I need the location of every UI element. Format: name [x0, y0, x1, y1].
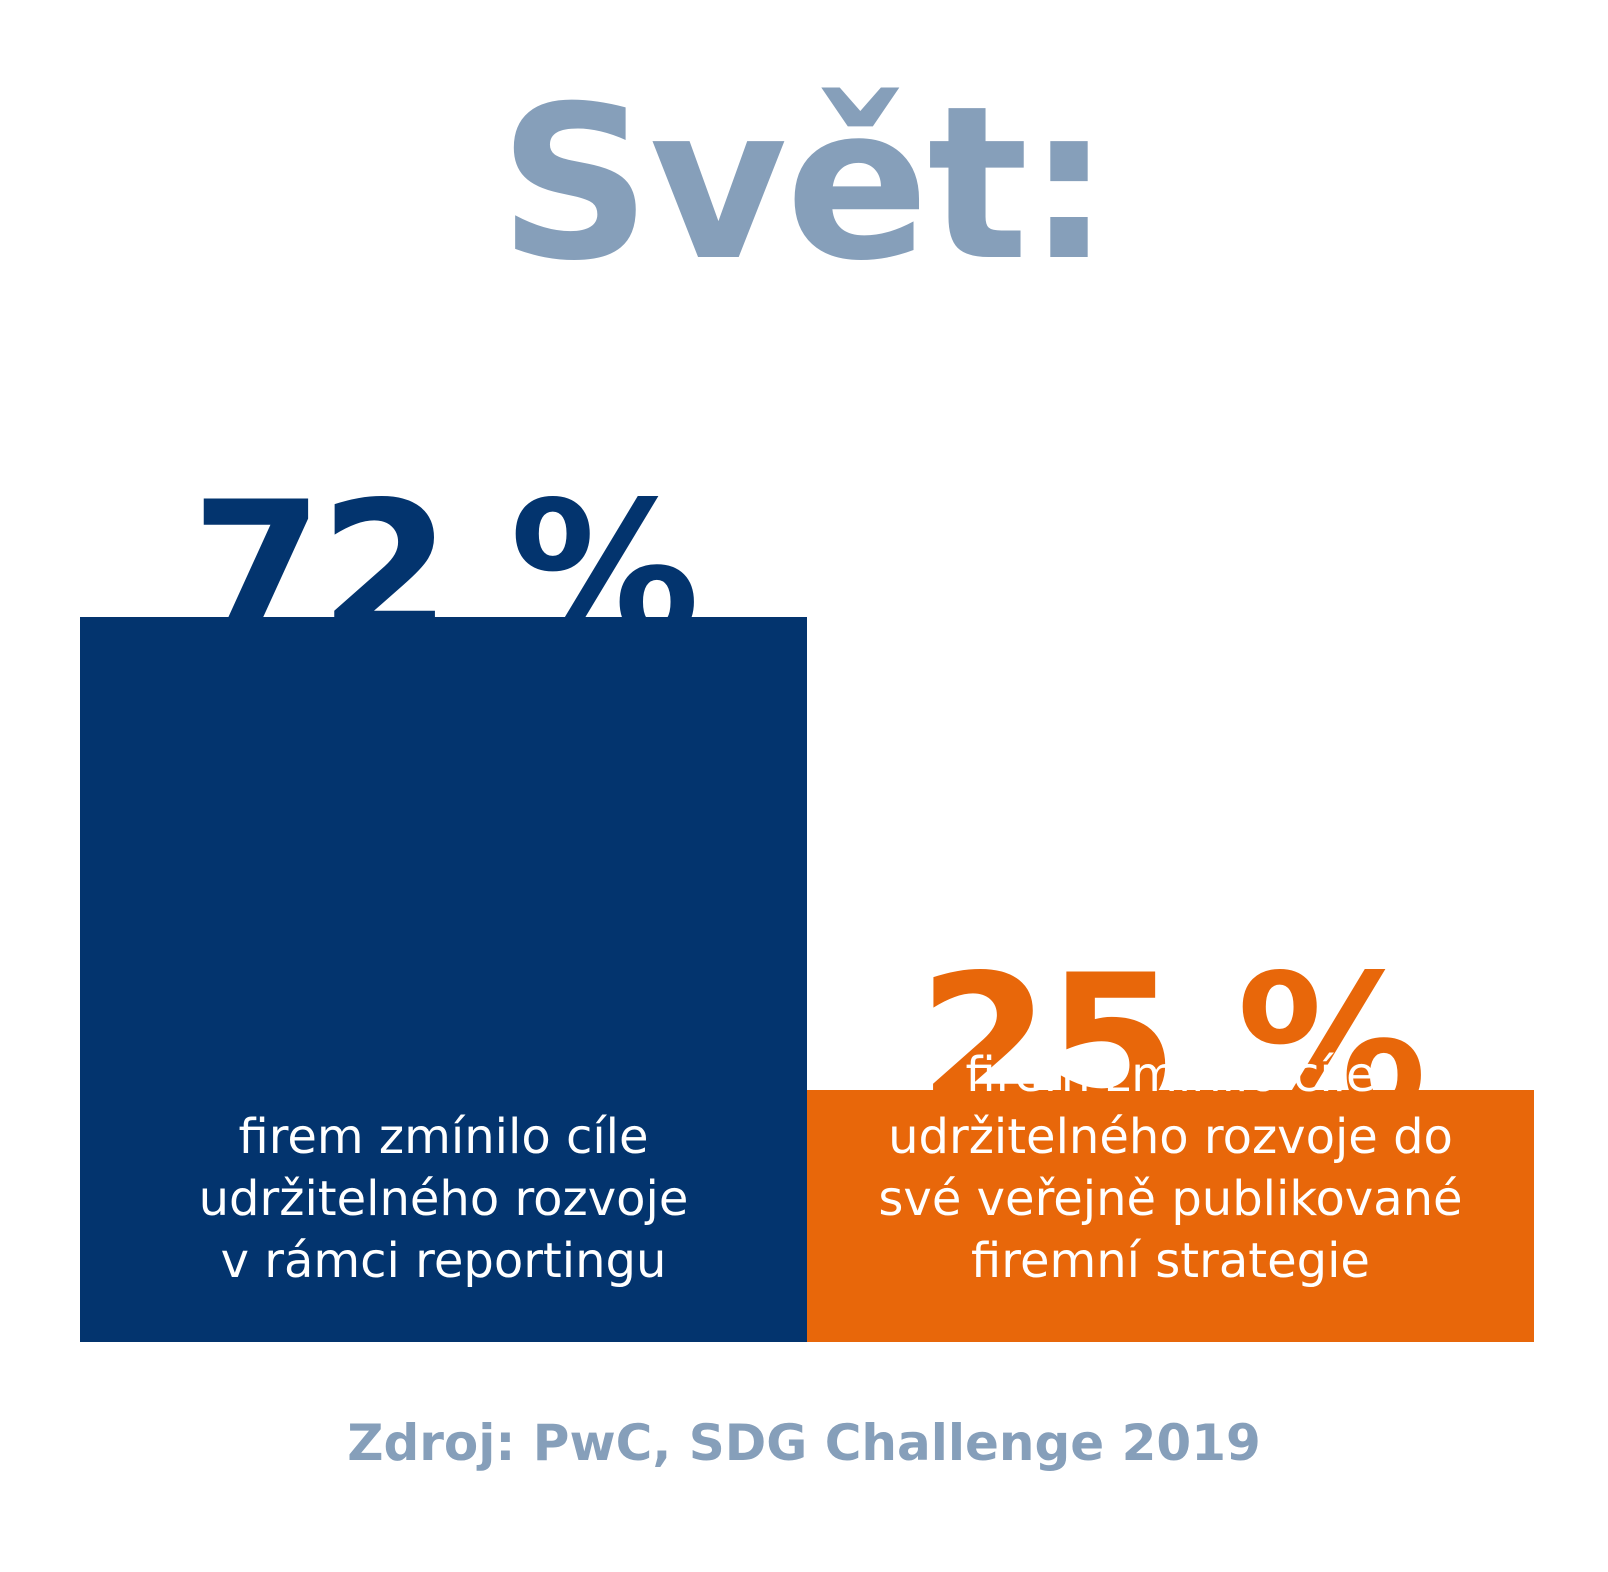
bar-description: firem zmínilo cíle udržitelného rozvoje …: [878, 1047, 1463, 1289]
source-note: Zdroj: PwC, SDG Challenge 2019: [347, 1414, 1261, 1472]
bar: [807, 1090, 1534, 1342]
bar-description: firem zmínilo cíle udržitelného rozvoje …: [198, 1109, 689, 1289]
bar: [80, 616, 807, 1342]
chart-title: Svět:: [498, 60, 1112, 307]
